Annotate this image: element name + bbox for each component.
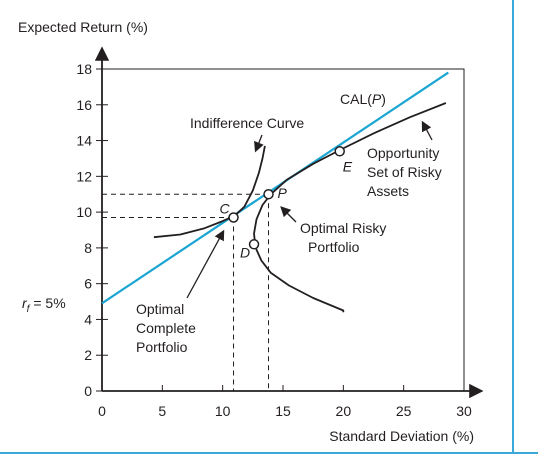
optimal-complete-label-line3: Portfolio (136, 339, 188, 355)
optimal-complete-label-line2: Complete (136, 320, 196, 336)
y-tick-label: 12 (76, 168, 92, 184)
guides-layer (102, 193, 270, 391)
y-axis-title: Expected Return (%) (18, 19, 148, 35)
x-tick-label: 30 (456, 403, 472, 419)
x-tick-label: 15 (275, 403, 291, 419)
y-tick-label: 4 (84, 311, 92, 327)
opportunity-label-line3: Assets (367, 183, 409, 199)
y-tick-label: 2 (84, 347, 92, 363)
points-layer: C P D E (220, 146, 353, 260)
point-p (263, 188, 274, 200)
y-tick-label: 14 (76, 133, 92, 149)
risk-free-label: rf = 5% (22, 295, 66, 315)
point-e (334, 146, 345, 157)
point-d (248, 239, 260, 250)
x-axis-title: Standard Deviation (%) (329, 428, 474, 444)
indifference-arrow (254, 134, 264, 153)
optimal-complete-label-line1: Optimal (136, 301, 184, 317)
cal-label: CAL(P) (340, 91, 386, 107)
point-label-c: C (220, 200, 231, 216)
point-label-e: E (343, 158, 353, 174)
opportunity-label-line2: Set of Risky (367, 164, 442, 180)
x-tick-label: 20 (336, 403, 352, 419)
optimal-risky-arrow (280, 206, 297, 223)
x-tick-label: 0 (98, 403, 106, 419)
optimal-risky-label-line1: Optimal Risky (300, 220, 386, 236)
y-tick-label: 16 (76, 97, 92, 113)
opportunity-arrow (421, 120, 433, 141)
opportunity-label-line1: Opportunity (367, 145, 439, 161)
y-tick-label: 8 (84, 240, 92, 256)
y-tick-label: 10 (76, 204, 92, 220)
indifference-curve-label: Indifference Curve (190, 115, 304, 131)
series-opportunity-set-of-risky-assets (254, 244, 345, 313)
x-tick-label: 25 (396, 403, 412, 419)
y-tick-label: 18 (76, 61, 92, 77)
point-c (228, 212, 239, 223)
series-opportunity-set-of-risky-assets-upper (253, 102, 447, 245)
x-tick-label: 5 (158, 403, 166, 419)
ticks-layer: 0 5 10 15 20 25 30 0 2 4 6 8 10 12 14 16 18 (76, 61, 472, 419)
x-tick-label: 10 (215, 403, 231, 419)
optimal-risky-label-line2: Portfolio (308, 239, 360, 255)
point-label-d: D (240, 244, 250, 260)
series-layer (101, 71, 449, 313)
y-tick-label: 0 (84, 383, 92, 399)
series-indifference-curve (153, 145, 266, 239)
point-label-p: P (278, 185, 288, 201)
y-tick-label: 6 (84, 276, 92, 292)
series-cal-p (101, 71, 449, 305)
optimal-complete-arrow (186, 229, 225, 299)
